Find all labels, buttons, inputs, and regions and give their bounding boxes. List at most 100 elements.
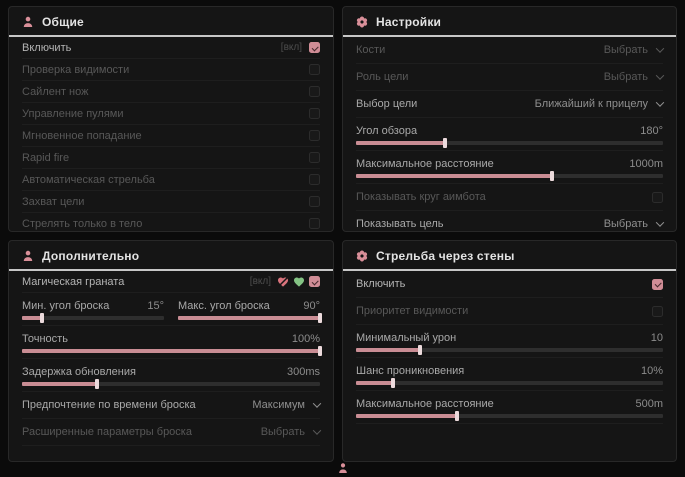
panel-title: Настройки <box>376 15 442 29</box>
panel-title: Общие <box>42 15 84 29</box>
row-label: Угол обзора <box>356 124 418 137</box>
row-enable: Включить [вкл] <box>22 37 320 59</box>
panel-title: Дополнительно <box>42 249 140 263</box>
throw-time-dropdown[interactable]: Максимум <box>252 399 322 411</box>
enable-checkbox[interactable] <box>309 42 320 53</box>
row-label: Rapid fire <box>22 151 70 164</box>
show-target-dropdown[interactable]: Выбрать <box>603 218 665 230</box>
row-throw-time: Предпочтение по времени броска Максимум <box>22 392 322 419</box>
row-label: Стрелять только в тело <box>22 217 143 230</box>
panel-wallbang-header: Стрельба через стены <box>343 241 676 269</box>
panel-wallbang: Стрельба через стены Включить Приоритет … <box>342 240 677 462</box>
instant-hit-checkbox[interactable] <box>309 130 320 141</box>
max-distance-slider[interactable] <box>356 171 663 181</box>
row-magic-grenade: Магическая граната [вкл] <box>22 271 320 293</box>
person-icon <box>23 16 33 27</box>
dropdown-value: Выбрать <box>603 218 648 230</box>
person-icon <box>23 250 33 261</box>
row-label: Включить <box>356 278 406 290</box>
panel-settings: Настройки Кости Выбрать Роль цели Выбрат… <box>342 6 677 232</box>
accuracy-slider[interactable] <box>22 346 322 356</box>
slider-thumb[interactable] <box>418 345 423 355</box>
row-label: Точность <box>22 332 68 345</box>
bullet-control-checkbox[interactable] <box>309 108 320 119</box>
row-label: Проверка видимости <box>22 63 130 76</box>
header-divider <box>9 35 333 37</box>
row-label: Сайлент нож <box>22 85 89 98</box>
row-label: Минимальный урон <box>356 331 457 344</box>
row-label: Макс. угол броска <box>178 299 270 312</box>
flower-icon <box>356 16 368 28</box>
row-label: Захват цели <box>22 195 85 208</box>
row-label: Шанс проникновения <box>356 364 465 377</box>
slider-thumb[interactable] <box>94 379 99 389</box>
slider-thumb[interactable] <box>318 346 322 356</box>
row-label: Предпочтение по времени броска <box>22 399 196 411</box>
row-label: Мин. угол броска <box>22 299 110 312</box>
slider-thumb[interactable] <box>39 313 44 323</box>
bind-state-text: [вкл] <box>249 276 271 287</box>
slider-thumb[interactable] <box>455 411 460 421</box>
target-select-dropdown[interactable]: Ближайший к прицелу <box>534 98 665 110</box>
row-body-only: Стрелять только в тело <box>22 213 320 231</box>
fov-slider[interactable] <box>356 138 663 148</box>
visibility-check-checkbox[interactable] <box>309 64 320 75</box>
panel-general: Общие Включить [вкл] Проверка видимости … <box>8 6 334 232</box>
row-advanced-throw: Расширенные параметры броска Выбрать <box>22 419 322 446</box>
target-lock-checkbox[interactable] <box>309 196 320 207</box>
body-only-checkbox[interactable] <box>309 218 320 229</box>
slider-value: 15° <box>147 299 164 312</box>
min-angle-slider[interactable] <box>22 313 164 323</box>
row-label: Управление пулями <box>22 107 124 120</box>
row-visibility-priority: Приоритет видимости <box>356 298 663 325</box>
slider-thumb[interactable] <box>318 313 322 323</box>
rapid-fire-checkbox[interactable] <box>309 152 320 163</box>
silent-knife-checkbox[interactable] <box>309 86 320 97</box>
row-penetration: Шанс проникновения 10% <box>356 358 663 391</box>
row-max-distance: Максимальное расстояние 500m <box>356 391 663 424</box>
heart-icon[interactable] <box>293 276 305 288</box>
max-angle-slider[interactable] <box>178 313 322 323</box>
bones-dropdown[interactable]: Выбрать <box>604 44 665 56</box>
row-label: Задержка обновления <box>22 365 136 378</box>
row-label: Мгновенное попадание <box>22 129 142 142</box>
chevron-down-icon <box>312 426 322 435</box>
row-enable: Включить <box>356 271 663 298</box>
row-target-role: Роль цели Выбрать <box>356 64 665 91</box>
row-update-delay: Задержка обновления 300ms <box>22 359 320 392</box>
row-max-distance: Максимальное расстояние 1000m <box>356 151 663 184</box>
min-damage-slider[interactable] <box>356 345 663 355</box>
row-fov: Угол обзора 180° <box>356 118 663 151</box>
row-instant-hit: Мгновенное попадание <box>22 125 320 147</box>
row-label: Магическая граната <box>22 275 125 288</box>
show-circle-checkbox[interactable] <box>652 191 663 203</box>
row-label: Максимальное расстояние <box>356 157 494 170</box>
heart-off-icon[interactable] <box>277 276 289 288</box>
panel-additional: Дополнительно Магическая граната [вкл] М… <box>8 240 334 462</box>
row-show-circle: Показывать круг аимбота <box>356 184 663 211</box>
dropdown-value: Максимум <box>252 399 305 411</box>
slider-value: 10 <box>650 331 663 344</box>
slider-value: 100% <box>291 332 320 345</box>
dropdown-value: Ближайший к прицелу <box>534 98 648 110</box>
auto-shoot-checkbox[interactable] <box>309 174 320 185</box>
magic-grenade-checkbox[interactable] <box>309 276 320 287</box>
penetration-slider[interactable] <box>356 378 663 388</box>
row-label: Выбор цели <box>356 98 418 110</box>
row-auto-shoot: Автоматическая стрельба <box>22 169 320 191</box>
min-angle-group: Мин. угол броска 15° <box>22 293 164 325</box>
slider-thumb[interactable] <box>390 378 395 388</box>
row-bones: Кости Выбрать <box>356 37 665 64</box>
advanced-throw-dropdown[interactable]: Выбрать <box>261 426 322 438</box>
wallbang-max-distance-slider[interactable] <box>356 411 663 421</box>
slider-thumb[interactable] <box>443 138 448 148</box>
flower-icon <box>356 250 368 262</box>
update-delay-slider[interactable] <box>22 379 320 389</box>
row-min-damage: Минимальный урон 10 <box>356 325 663 358</box>
slider-value: 10% <box>640 364 663 377</box>
panel-additional-header: Дополнительно <box>9 241 333 269</box>
wallbang-enable-checkbox[interactable] <box>652 278 663 290</box>
visibility-priority-checkbox[interactable] <box>652 305 663 317</box>
slider-thumb[interactable] <box>550 171 555 181</box>
target-role-dropdown[interactable]: Выбрать <box>604 71 665 83</box>
